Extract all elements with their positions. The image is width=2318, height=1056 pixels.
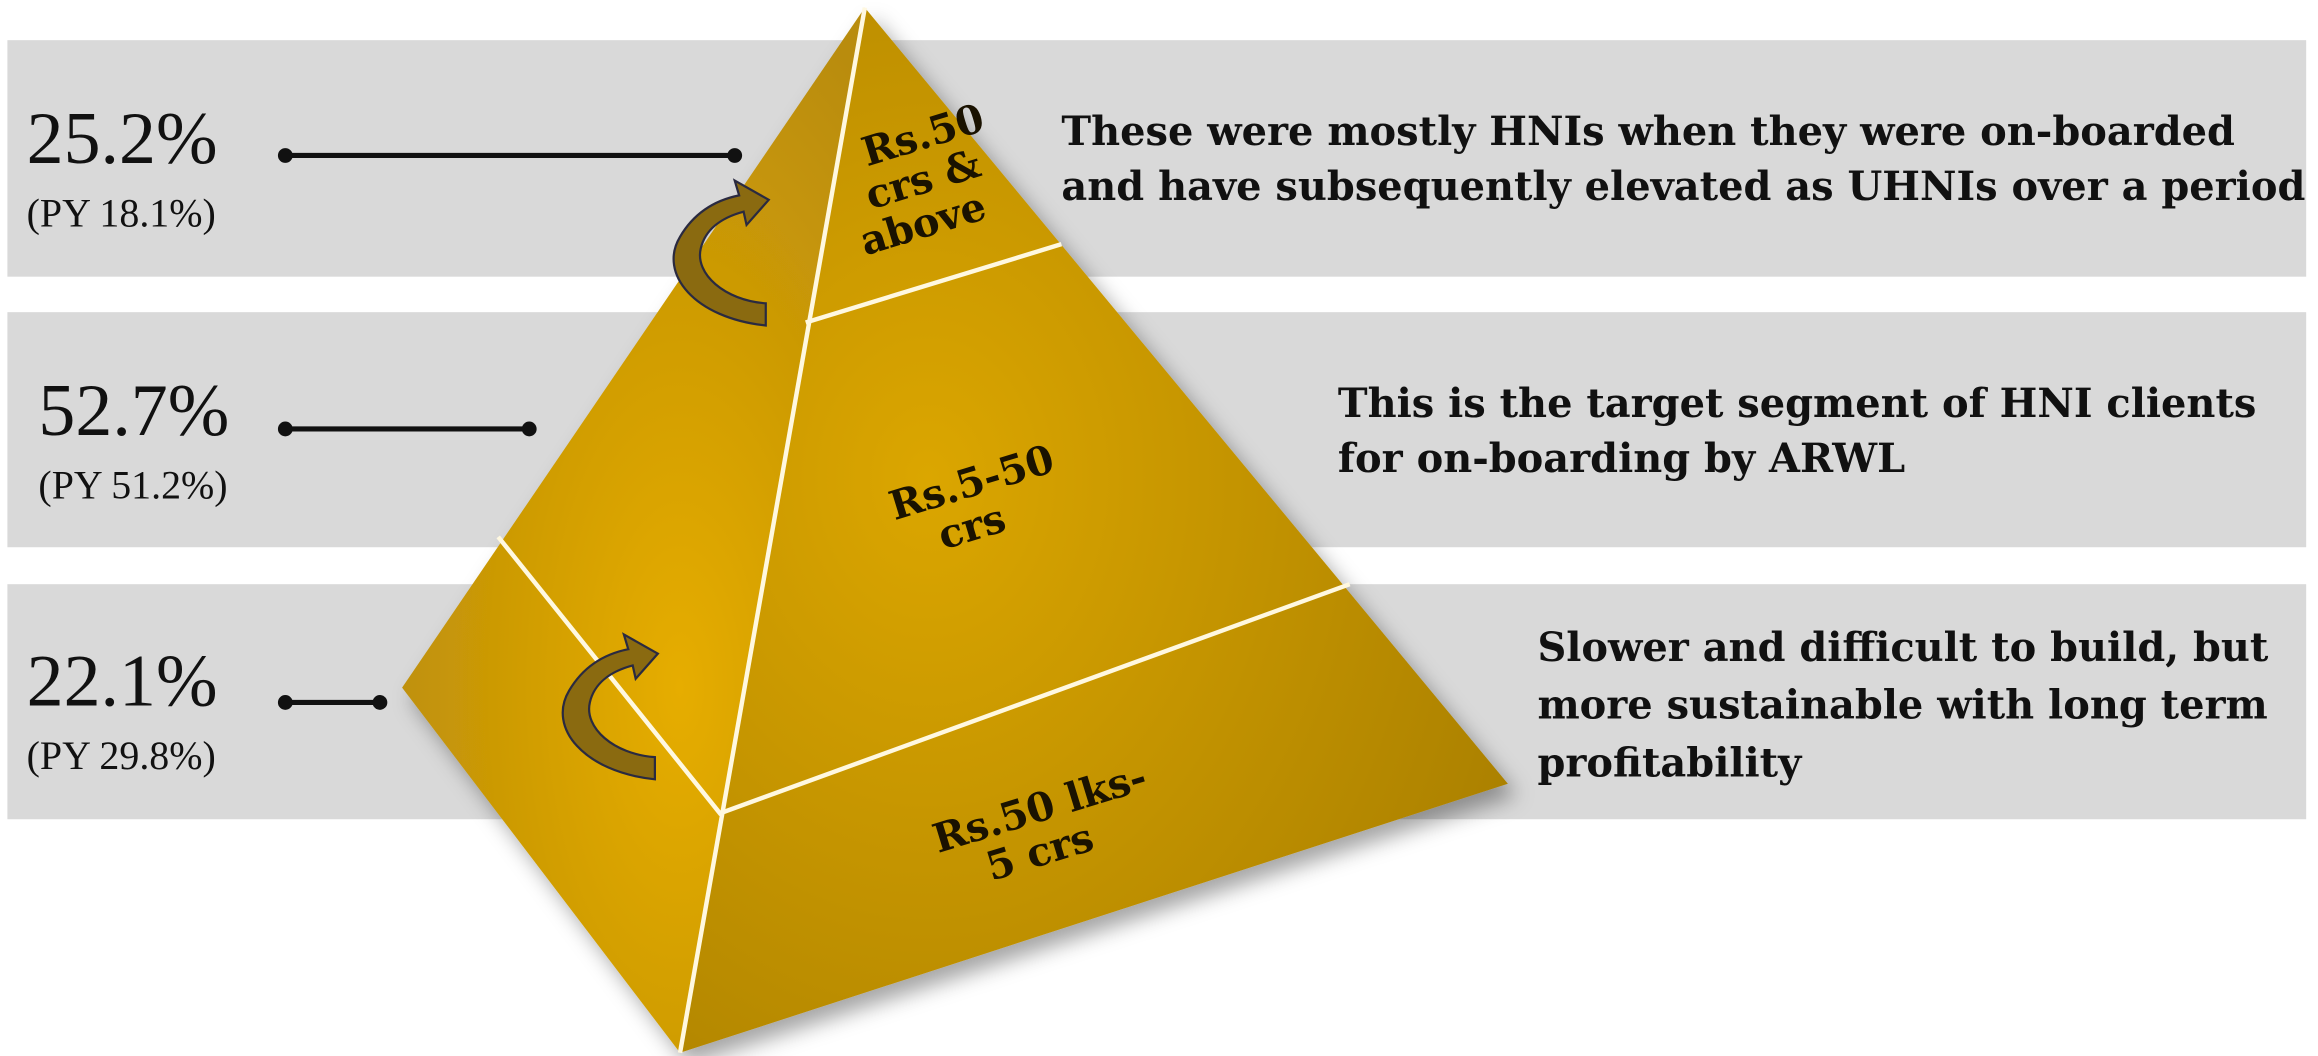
connector-dot (727, 148, 743, 163)
divider (496, 535, 1351, 816)
connector-dot (277, 148, 293, 163)
description: This is the target segment of HNI client… (1338, 381, 2256, 427)
description: and have subsequently elevated as UHNIs … (1061, 164, 2305, 210)
description: Slower and difficult to build, but (1537, 625, 2268, 671)
description: more sustainable with long term (1537, 683, 2267, 729)
previous-year: (PY 51.2%) (38, 462, 227, 507)
connector-dot (521, 421, 537, 437)
share: 25.2% (27, 97, 218, 179)
divider (805, 242, 1063, 325)
band (7, 40, 2307, 277)
previous-year: (PY 18.1%) (27, 190, 216, 235)
arrows (561, 178, 771, 781)
share: 52.7% (38, 369, 229, 451)
curved-arrow (672, 178, 771, 327)
front-edge (677, 7, 867, 1054)
share: 22.1% (27, 639, 218, 721)
right-face (680, 7, 1508, 1053)
left-face (402, 7, 865, 1053)
connector-dot (277, 695, 293, 710)
description: profitability (1537, 740, 1803, 786)
pyramid (402, 7, 1508, 1053)
description: for on-boarding by ARWL (1338, 436, 1905, 482)
pyramid-lines (496, 7, 1351, 1054)
previous-year: (PY 29.8%) (27, 733, 216, 778)
connector-dot (372, 695, 388, 710)
curved-arrow (561, 632, 660, 781)
description: These were mostly HNIs when they were on… (1061, 109, 2235, 155)
connector-dot (277, 421, 293, 437)
